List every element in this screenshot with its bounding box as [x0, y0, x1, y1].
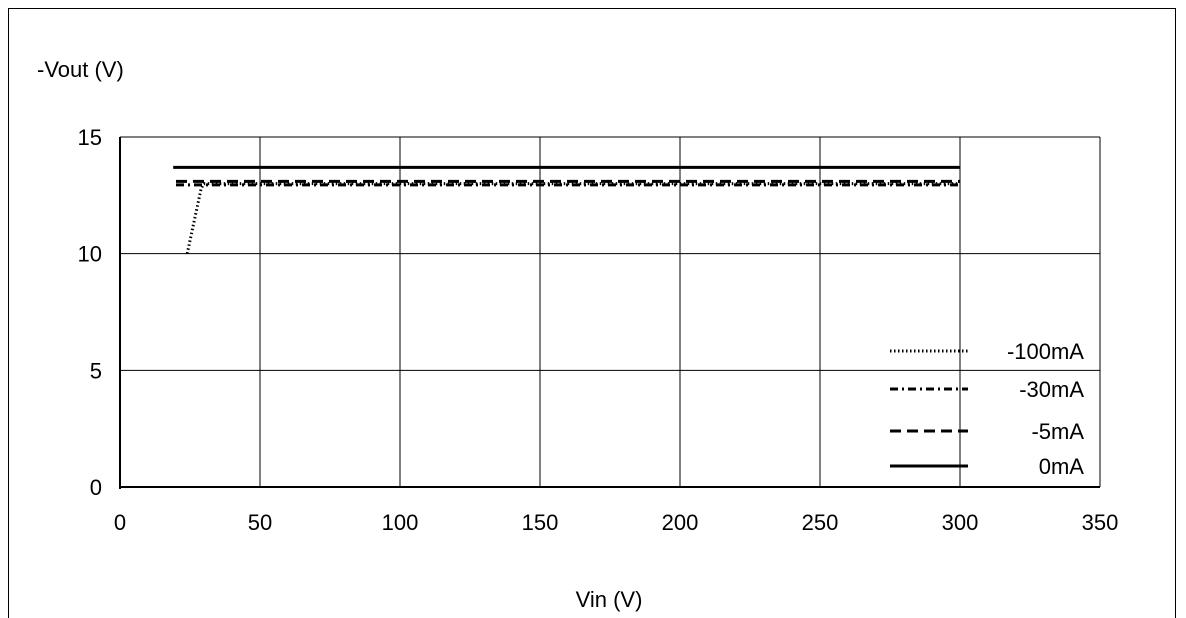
y-ticks: 0 5 10 15 [78, 125, 102, 500]
x-ticks: 0 50 100 150 200 250 300 350 [114, 510, 1118, 535]
y-axis-label: -Vout (V) [37, 57, 124, 82]
y-tick-label: 10 [78, 242, 102, 267]
chart-frame [8, 8, 1176, 618]
x-tick-label: 300 [942, 510, 979, 535]
x-tick-label: 200 [662, 510, 699, 535]
y-tick-label: 15 [78, 125, 102, 150]
legend-label: -30mA [1019, 377, 1084, 402]
grid [120, 136, 1101, 487]
x-tick-label: 0 [114, 510, 126, 535]
legend-label: 0mA [1039, 454, 1085, 479]
x-tick-label: 350 [1082, 510, 1119, 535]
axes [119, 137, 1100, 489]
series-line [185, 182, 960, 254]
y-tick-label: 5 [90, 358, 102, 383]
legend-label: -100mA [1007, 339, 1084, 364]
x-tick-label: 50 [248, 510, 272, 535]
x-tick-label: 250 [802, 510, 839, 535]
legend-label: -5mA [1031, 419, 1084, 444]
x-axis-label: Vin (V) [576, 587, 643, 612]
x-tick-label: 100 [382, 510, 419, 535]
x-tick-label: 150 [522, 510, 559, 535]
legend: -100mA -30mA -5mA 0mA [890, 339, 1084, 479]
y-tick-label: 0 [90, 475, 102, 500]
series-lines [173, 165, 960, 254]
